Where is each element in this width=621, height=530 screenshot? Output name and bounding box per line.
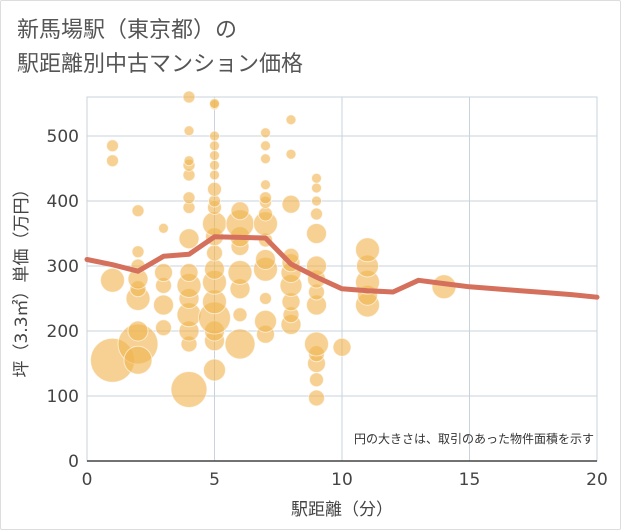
data-bubble xyxy=(224,328,256,360)
data-bubble xyxy=(260,153,271,165)
x-tick-label: 10 xyxy=(331,470,353,490)
x-tick-label: 20 xyxy=(586,470,608,490)
data-bubble xyxy=(209,130,220,142)
data-bubble xyxy=(311,172,322,184)
y-tick-label: 400 xyxy=(47,192,79,212)
data-bubble xyxy=(308,389,325,407)
data-bubble xyxy=(131,204,145,218)
x-tick-label: 15 xyxy=(459,470,481,490)
chart-title: 新馬場駅（東京都）の 駅距離別中古マンション価格 xyxy=(17,14,303,82)
title-line-2: 駅距離別中古マンション価格 xyxy=(17,52,304,77)
data-bubble xyxy=(202,211,227,237)
y-tick-label: 0 xyxy=(68,452,79,472)
series-line xyxy=(84,234,600,300)
data-bubble xyxy=(155,319,172,337)
data-bubble xyxy=(260,179,271,191)
data-bubble xyxy=(309,372,324,388)
data-bubble xyxy=(259,292,272,305)
data-bubble xyxy=(182,90,196,104)
data-bubble xyxy=(227,260,253,285)
data-bubble xyxy=(100,267,125,293)
y-axis-title: 坪（3.3㎡）単価（万円） xyxy=(12,180,32,377)
data-bubble xyxy=(178,228,200,250)
data-bubble xyxy=(355,237,380,263)
y-tick-label: 300 xyxy=(47,257,79,277)
x-axis-title: 駅距離（分） xyxy=(291,500,393,520)
data-bubble xyxy=(255,249,276,270)
bubbles xyxy=(90,90,457,408)
data-bubble xyxy=(154,263,173,282)
data-bubble xyxy=(209,98,220,109)
data-bubble xyxy=(254,309,277,333)
data-bubble xyxy=(306,223,327,244)
data-bubble xyxy=(232,307,248,323)
data-bubble xyxy=(310,207,323,221)
data-bubble xyxy=(203,358,226,382)
x-tick-label: 0 xyxy=(82,470,93,490)
data-bubble xyxy=(285,148,297,160)
data-bubble xyxy=(209,140,220,152)
data-bubble xyxy=(259,191,272,205)
y-tick-label: 500 xyxy=(47,127,79,147)
trend-line xyxy=(84,234,600,300)
y-tick-label: 200 xyxy=(47,322,79,342)
data-bubble xyxy=(153,294,174,316)
data-bubble xyxy=(311,182,322,194)
data-bubble xyxy=(183,125,195,137)
data-bubble xyxy=(123,345,153,375)
y-tick-label: 100 xyxy=(47,387,79,407)
data-bubble xyxy=(209,150,220,161)
data-bubble xyxy=(206,244,223,262)
data-bubble xyxy=(209,159,220,171)
tick-labels: 0 100 200 300 400 500 0 5 10 15 20 xyxy=(47,127,608,490)
data-bubble xyxy=(106,154,119,168)
data-bubble xyxy=(258,206,273,222)
x-tick-label: 5 xyxy=(209,470,220,490)
data-bubble xyxy=(127,320,149,342)
data-bubble xyxy=(209,169,220,181)
data-bubble xyxy=(204,258,225,280)
data-bubble xyxy=(260,140,271,152)
data-bubble xyxy=(170,371,208,408)
data-bubble xyxy=(332,337,352,357)
data-bubble xyxy=(182,191,196,205)
data-bubble xyxy=(106,139,119,153)
data-bubble xyxy=(304,331,329,357)
data-bubble xyxy=(207,181,222,197)
data-bubble xyxy=(285,114,297,126)
data-bubble xyxy=(260,127,271,139)
data-bubble xyxy=(281,194,301,214)
data-bubble xyxy=(183,155,195,167)
data-bubble xyxy=(131,245,145,259)
data-bubble xyxy=(158,222,169,234)
data-bubble xyxy=(179,263,199,282)
data-bubble xyxy=(311,195,322,207)
size-note: 円の大きさは、取引のあった物件面積を示す xyxy=(354,431,594,446)
title-line-1: 新馬場駅（東京都）の xyxy=(17,18,238,43)
data-bubble xyxy=(230,201,250,221)
